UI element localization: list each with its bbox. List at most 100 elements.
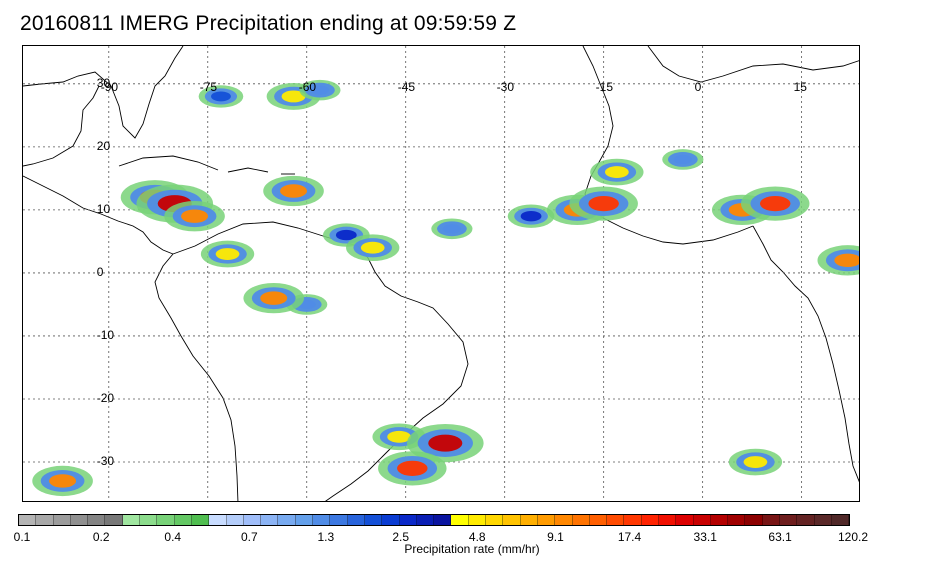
colorbar-cell <box>641 515 659 525</box>
colorbar-tick-label: 1.3 <box>317 530 335 544</box>
lat-tick-label: 10 <box>96 201 111 216</box>
lon-tick-label: -60 <box>298 79 317 94</box>
precip-cell <box>181 209 209 223</box>
precip-cell <box>428 434 463 452</box>
precip-cell <box>49 474 77 488</box>
colorbar-cell <box>658 515 677 525</box>
colorbar-cell <box>468 515 487 525</box>
precip-cell <box>397 460 428 476</box>
colorbar-tick-label: 4.8 <box>468 530 486 544</box>
precip-cell <box>520 211 542 222</box>
precip-cell <box>310 85 330 95</box>
colorbar-tick-label: 33.1 <box>693 530 717 544</box>
colorbar-cell <box>330 515 348 525</box>
colorbar-cell <box>728 515 746 525</box>
colorbar-cell <box>503 515 521 525</box>
precipitation-cells <box>32 79 859 497</box>
coast-central-america <box>23 175 174 255</box>
lat-tick-label: -30 <box>96 454 115 469</box>
colorbar-cell <box>434 515 452 525</box>
colorbar-cell <box>364 515 383 525</box>
colorbar-tick-label: 63.1 <box>768 530 792 544</box>
coast-gulf-mexico <box>23 85 100 167</box>
colorbar-cell <box>295 515 314 525</box>
colorbar-tick-label: 0.4 <box>164 530 182 544</box>
lat-tick-label: 30 <box>96 75 111 90</box>
lon-tick-label: -90 <box>100 79 119 94</box>
lon-tick-label: -15 <box>595 79 613 94</box>
coast-south-america-west <box>154 253 239 501</box>
coast-south-america <box>172 221 469 501</box>
precip-cell <box>605 166 629 178</box>
colorbar-cell <box>814 515 832 525</box>
colorbar-tick-label: 9.1 <box>547 530 564 544</box>
colorbar-title: Precipitation rate (mm/hr) <box>404 542 540 556</box>
precip-cell <box>211 91 231 102</box>
colorbar-cell <box>347 515 365 525</box>
colorbar-tick-label: 0.1 <box>13 530 31 544</box>
precip-cell <box>387 430 411 443</box>
map-canvas <box>23 46 859 501</box>
lat-tick-label: 0 <box>96 264 104 279</box>
colorbar-cell <box>209 515 227 525</box>
coast-hispaniola <box>227 167 269 173</box>
colorbar-cell <box>70 515 89 525</box>
colorbar-cell <box>710 515 729 525</box>
colorbar-tick-label: 0.7 <box>240 530 258 544</box>
colorbar-tick-label: 0.2 <box>92 530 110 544</box>
colorbar-cell <box>676 515 694 525</box>
colorbar-cell <box>105 515 123 525</box>
colorbar-cell <box>278 515 296 525</box>
precip-cell <box>673 154 692 165</box>
coast-africa-west <box>752 225 859 483</box>
colorbar-cell <box>537 515 556 525</box>
colorbar-cell <box>313 515 331 525</box>
precip-cell <box>280 184 308 198</box>
colorbar-cell <box>780 515 798 525</box>
precip-cell <box>335 229 357 241</box>
lat-tick-label: -20 <box>96 390 115 405</box>
lon-tick-label: -30 <box>496 79 515 94</box>
colorbar-cell <box>693 515 711 525</box>
colorbar-cell <box>53 515 71 525</box>
colorbar-cell <box>174 515 192 525</box>
coast-iberia <box>647 46 859 83</box>
precip-cell <box>588 195 619 212</box>
colorbar-cell <box>261 515 279 525</box>
colorbar-tick-label: 17.4 <box>617 530 642 544</box>
colorbar-cell <box>88 515 106 525</box>
lat-tick-label: 20 <box>96 138 111 153</box>
colorbar-cell <box>226 515 244 525</box>
coast-cuba <box>118 155 219 171</box>
colorbar-tick-label: 120.2 <box>837 530 869 544</box>
colorbar-cell <box>243 515 262 525</box>
colorbar-cell <box>122 515 141 525</box>
colorbar-cell <box>589 515 608 525</box>
colorbar-cell <box>797 515 815 525</box>
colorbar-cell <box>191 515 210 525</box>
colorbar-cell <box>451 515 469 525</box>
colorbar <box>18 514 850 526</box>
colorbar-cell <box>19 515 37 525</box>
colorbar-cell <box>486 515 504 525</box>
precip-cell <box>360 241 385 254</box>
colorbar-cell <box>36 515 54 525</box>
coast-north-america <box>23 46 184 139</box>
colorbar-cell <box>157 515 175 525</box>
colorbar-cell <box>382 515 400 525</box>
colorbar-cell <box>555 515 573 525</box>
lon-tick-label: 0 <box>694 79 702 94</box>
colorbar-cell <box>745 515 763 525</box>
colorbar-cell <box>416 515 435 525</box>
precipitation-map[interactable]: -90 -75 -60 -45 -30 -15 0 15 30 20 10 0 -10 -20 -30 <box>22 45 860 502</box>
precip-cell <box>760 195 791 212</box>
colorbar-cell <box>607 515 625 525</box>
colorbar-cell <box>831 515 850 525</box>
colorbar-cell <box>572 515 590 525</box>
colorbar-tick-label: 2.5 <box>392 530 410 544</box>
lon-tick-label: 15 <box>793 79 807 94</box>
colorbar-cell <box>520 515 538 525</box>
map-title: 20160811 IMERG Precipitation ending at 0… <box>20 12 517 35</box>
colorbar-cell <box>624 515 642 525</box>
lon-tick-label: -45 <box>397 79 416 94</box>
